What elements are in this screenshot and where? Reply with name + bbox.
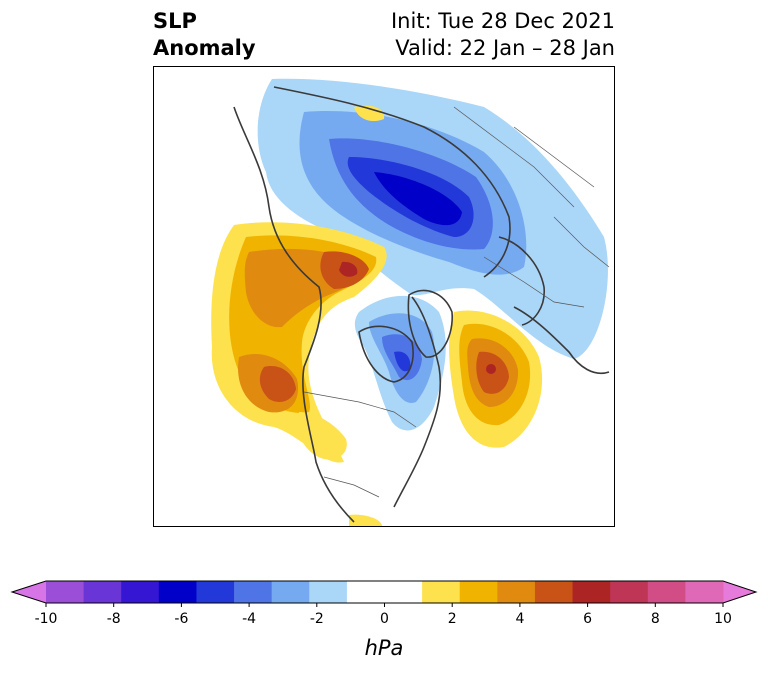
colorbar-tick-label: 4 — [515, 611, 524, 627]
coast-europe — [513, 306, 610, 374]
border-russia-east — [453, 106, 575, 208]
colorbar-extend-low — [12, 581, 46, 603]
border-asia-grid-2 — [553, 216, 610, 268]
colorbar-bin — [83, 581, 122, 603]
colorbar-tick-label: 10 — [714, 611, 732, 627]
valid-range: Valid: 22 Jan – 28 Jan — [395, 36, 615, 60]
title-line-1: SLP — [153, 9, 197, 33]
colorbar-bin — [459, 581, 498, 603]
anomaly-high-pacific-5 — [339, 261, 358, 277]
colorbar-bin — [196, 581, 235, 603]
colorbar-tick-label: 8 — [651, 611, 660, 627]
coast-north-america-east — [393, 296, 442, 508]
country-borders — [303, 106, 610, 498]
anomaly-low-asia-6 — [374, 172, 462, 226]
colorbar-bin — [158, 581, 197, 603]
map-canvas — [211, 78, 610, 526]
colorbar-bin — [46, 581, 85, 603]
coast-north-america-west — [233, 106, 355, 523]
colorbar-bin — [534, 581, 574, 603]
colorbar-tick-label: 2 — [448, 611, 457, 627]
colorbar-bin — [309, 581, 348, 603]
colorbar-tick-label: 6 — [583, 611, 592, 627]
colorbar: -10 -8 -6 -4 -2 0 2 4 6 8 10 — [10, 580, 758, 627]
colorbar-bin — [685, 581, 724, 603]
coast-hudson-bay — [358, 325, 414, 383]
colorbar-bin — [497, 581, 536, 603]
anomaly-high-arctic — [354, 105, 385, 122]
title-line-2: Anomaly — [153, 36, 256, 60]
colorbar-tick-label: 0 — [380, 611, 389, 627]
colorbar-bin — [384, 581, 423, 603]
colorbar-extend-high — [723, 581, 756, 603]
map-dates: Init: Tue 28 Dec 2021 Valid: 22 Jan – 28… — [300, 8, 615, 62]
colorbar-bin — [647, 581, 686, 603]
anomaly-high-atlantic-5 — [486, 364, 496, 374]
colorbar-tick-label: -4 — [242, 611, 256, 627]
colorbar-bin — [610, 581, 649, 603]
coast-greenland — [407, 289, 453, 358]
colorbar-tick-label: -2 — [310, 611, 324, 627]
colorbar-tick-label: -8 — [107, 611, 121, 627]
border-canada-us — [303, 391, 417, 428]
anomaly-low-canada-5 — [394, 351, 411, 372]
anomaly-high-uswest — [298, 412, 347, 460]
colorbar-bin — [271, 581, 310, 603]
init-date: Init: Tue 28 Dec 2021 — [390, 9, 615, 33]
colorbar-bin — [234, 581, 273, 603]
anomaly-high-pacific-4b — [259, 366, 296, 402]
map-panel — [153, 66, 615, 527]
colorbar-bin — [422, 581, 461, 603]
border-us-mexico — [323, 476, 380, 498]
colorbar-tick-label: -6 — [174, 611, 188, 627]
anomaly-high-south — [349, 514, 382, 526]
coast-eurasia-north — [273, 86, 511, 278]
colorbar-bin — [346, 581, 385, 603]
colorbar-bin — [572, 581, 611, 603]
map-title: SLP Anomaly — [153, 8, 256, 62]
border-russia-south — [483, 256, 585, 308]
colorbar-unit: hPa — [364, 636, 404, 660]
coastlines — [233, 86, 610, 523]
border-asia-grid-1 — [513, 126, 595, 188]
colorbar-bin — [121, 581, 160, 603]
colorbar-tick-label: -10 — [35, 611, 58, 627]
